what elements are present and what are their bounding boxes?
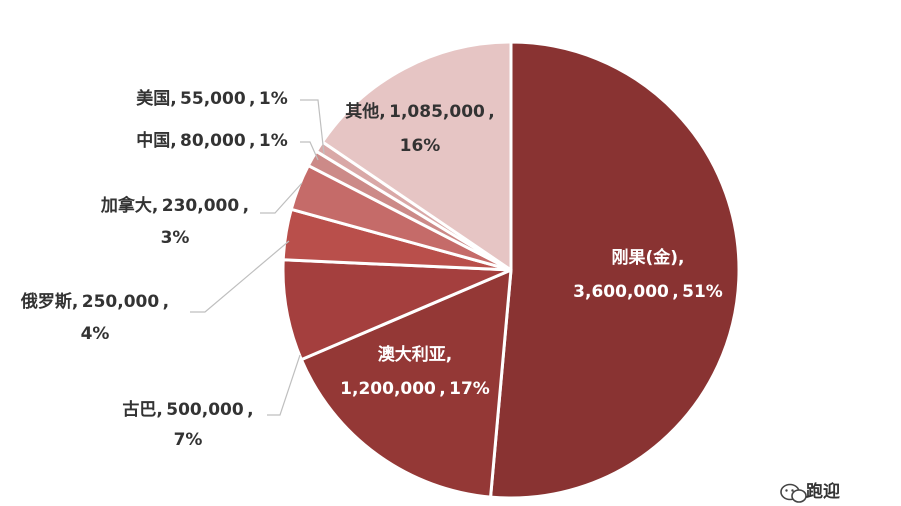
data-labels: 刚果(金), 3,600,000 , 51% 澳大利亚, 1,200,000 , 17… <box>20 88 723 450</box>
leader-line <box>267 354 301 416</box>
data-label: 其他, 1,085,000 , <box>345 101 494 122</box>
pie-slice <box>320 40 513 272</box>
data-label: 古巴, 500,000 , <box>122 399 253 420</box>
leader-lines <box>190 99 325 416</box>
data-label: 美国, 55,000 , 1% <box>136 88 288 109</box>
data-label: 7% <box>174 430 203 450</box>
leader-line <box>300 99 325 155</box>
pie-slices <box>281 40 741 500</box>
pie-slice <box>489 40 741 500</box>
data-label: 3% <box>161 228 190 248</box>
wechat-icon <box>780 483 807 503</box>
data-label: 加拿大, 230,000 , <box>100 195 249 216</box>
pie-slice <box>281 258 513 362</box>
data-label: 1,200,000 , 17% <box>340 379 490 399</box>
data-label: 3,600,000 , 51% <box>573 282 723 302</box>
data-label: 4% <box>81 324 110 344</box>
data-label: 澳大利亚, <box>378 344 452 365</box>
leader-line <box>190 240 290 313</box>
watermark-text: 跑迎 <box>806 481 840 502</box>
data-label: 刚果(金), <box>612 247 685 268</box>
data-label: 中国, 80,000 , 1% <box>136 130 288 151</box>
leader-line <box>300 141 319 161</box>
pie-slice <box>299 268 513 499</box>
data-label: 俄罗斯, 250,000 , <box>20 291 169 312</box>
watermark: 跑迎 <box>780 481 840 503</box>
leader-line <box>260 182 303 214</box>
data-label: 16% <box>400 136 441 156</box>
